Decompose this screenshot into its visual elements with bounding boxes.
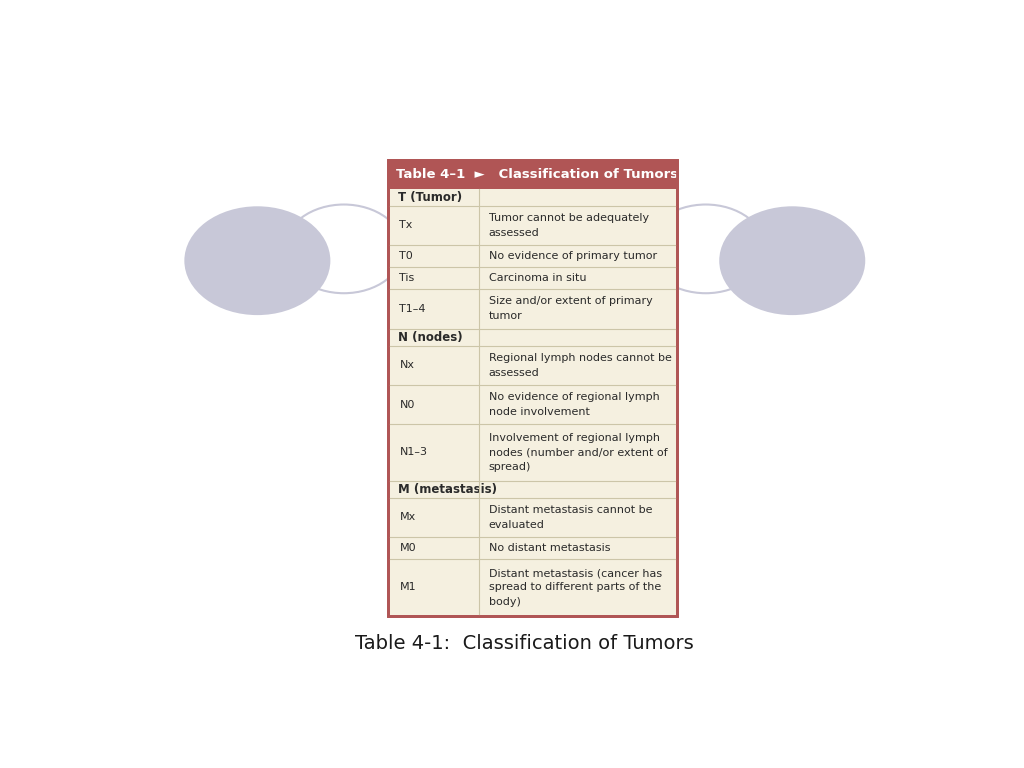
FancyBboxPatch shape <box>388 161 677 189</box>
Text: T0: T0 <box>399 251 413 261</box>
Text: spread): spread) <box>488 462 531 472</box>
Text: evaluated: evaluated <box>488 520 545 530</box>
Text: M (metastasis): M (metastasis) <box>397 482 497 495</box>
Text: Nx: Nx <box>399 360 415 370</box>
FancyBboxPatch shape <box>388 161 677 615</box>
Text: tumor: tumor <box>488 311 522 322</box>
Text: T (Tumor): T (Tumor) <box>397 190 462 204</box>
Text: No evidence of regional lymph: No evidence of regional lymph <box>488 392 659 402</box>
Text: Distant metastasis cannot be: Distant metastasis cannot be <box>488 505 652 515</box>
Text: N0: N0 <box>399 399 415 409</box>
Text: Carcinoma in situ: Carcinoma in situ <box>488 273 587 283</box>
Text: assessed: assessed <box>488 228 540 238</box>
Text: Tx: Tx <box>399 220 413 230</box>
Text: spread to different parts of the: spread to different parts of the <box>488 582 662 592</box>
Text: M1: M1 <box>399 582 416 592</box>
Circle shape <box>184 207 331 315</box>
Text: N (nodes): N (nodes) <box>397 331 463 343</box>
Text: assessed: assessed <box>488 368 540 378</box>
Text: N1–3: N1–3 <box>399 448 427 458</box>
Text: node involvement: node involvement <box>488 407 590 417</box>
Text: Mx: Mx <box>399 512 416 522</box>
Text: Tumor cannot be adequately: Tumor cannot be adequately <box>488 213 649 223</box>
Text: M0: M0 <box>399 543 416 553</box>
Text: No distant metastasis: No distant metastasis <box>488 543 610 553</box>
Text: Regional lymph nodes cannot be: Regional lymph nodes cannot be <box>488 353 672 362</box>
Text: Table 4-1:  Classification of Tumors: Table 4-1: Classification of Tumors <box>355 634 694 653</box>
Circle shape <box>719 207 865 315</box>
Text: Tis: Tis <box>399 273 415 283</box>
Text: nodes (number and/or extent of: nodes (number and/or extent of <box>488 448 668 458</box>
Text: Size and/or extent of primary: Size and/or extent of primary <box>488 296 652 306</box>
Text: body): body) <box>488 597 520 607</box>
Text: Involvement of regional lymph: Involvement of regional lymph <box>488 433 659 443</box>
Text: No evidence of primary tumor: No evidence of primary tumor <box>488 251 657 261</box>
Text: Table 4–1  ►   Classification of Tumors: Table 4–1 ► Classification of Tumors <box>396 168 678 180</box>
Text: Distant metastasis (cancer has: Distant metastasis (cancer has <box>488 568 662 578</box>
Text: T1–4: T1–4 <box>399 304 426 314</box>
